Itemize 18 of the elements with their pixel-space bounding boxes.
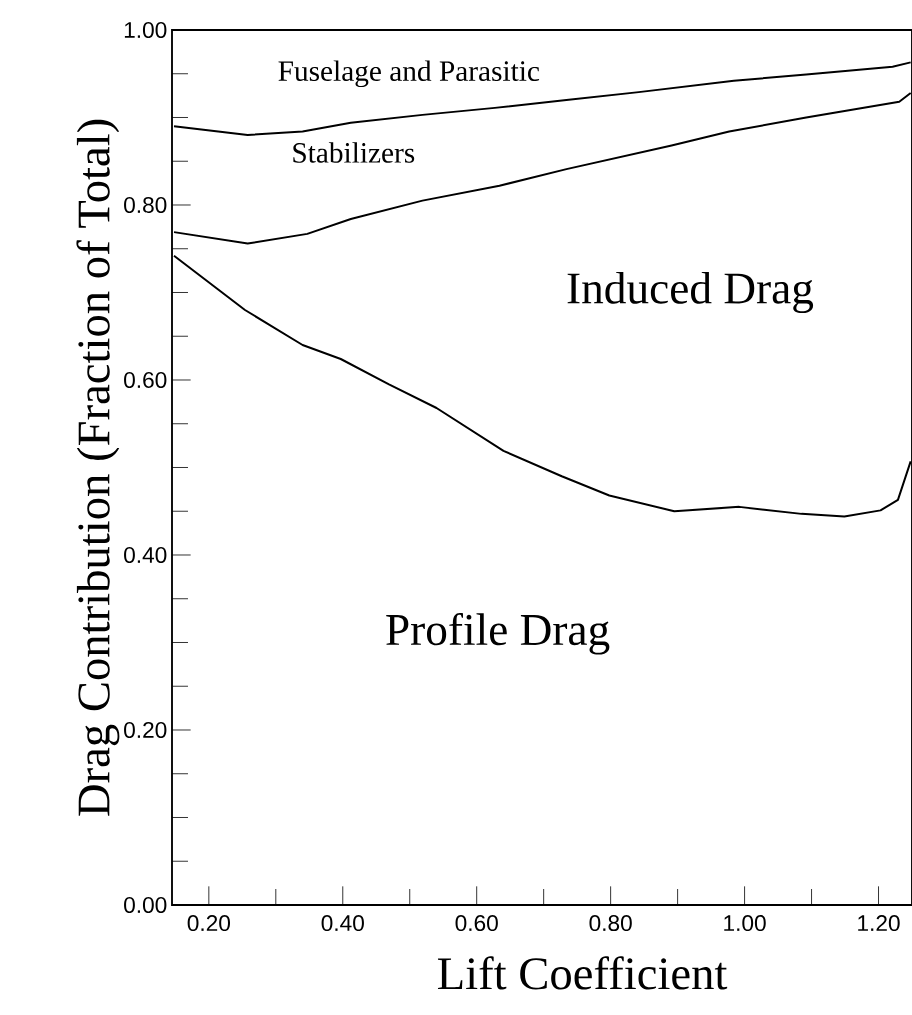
y-tick-label: 0.40 [124, 546, 167, 564]
y-tick-label: 0.80 [124, 196, 167, 214]
y-axis-title: Drag Contribution (Fraction of Total) [76, 119, 120, 816]
x-tick-label: 0.60 [455, 915, 498, 932]
y-tick-label: 1.00 [124, 21, 167, 39]
x-tick-label: 0.80 [589, 915, 632, 932]
x-tick-label: 1.00 [724, 915, 766, 932]
annotation: Fuselage and Parasitic [278, 60, 540, 88]
y-tick-label: 0.20 [124, 721, 167, 739]
x-tick-label: 1.20 [858, 915, 900, 932]
annotation: Induced Drag [567, 271, 814, 314]
y-tick-label: 0.60 [124, 371, 167, 389]
annotation: Stabilizers [293, 142, 415, 163]
annotation: Profile Drag [386, 612, 610, 655]
x-tick-label: 0.20 [187, 915, 231, 932]
y-tick-label: 0.00 [124, 896, 167, 914]
x-axis-title: Lift Coefficient [437, 956, 728, 990]
x-tick-label: 0.40 [321, 915, 364, 932]
